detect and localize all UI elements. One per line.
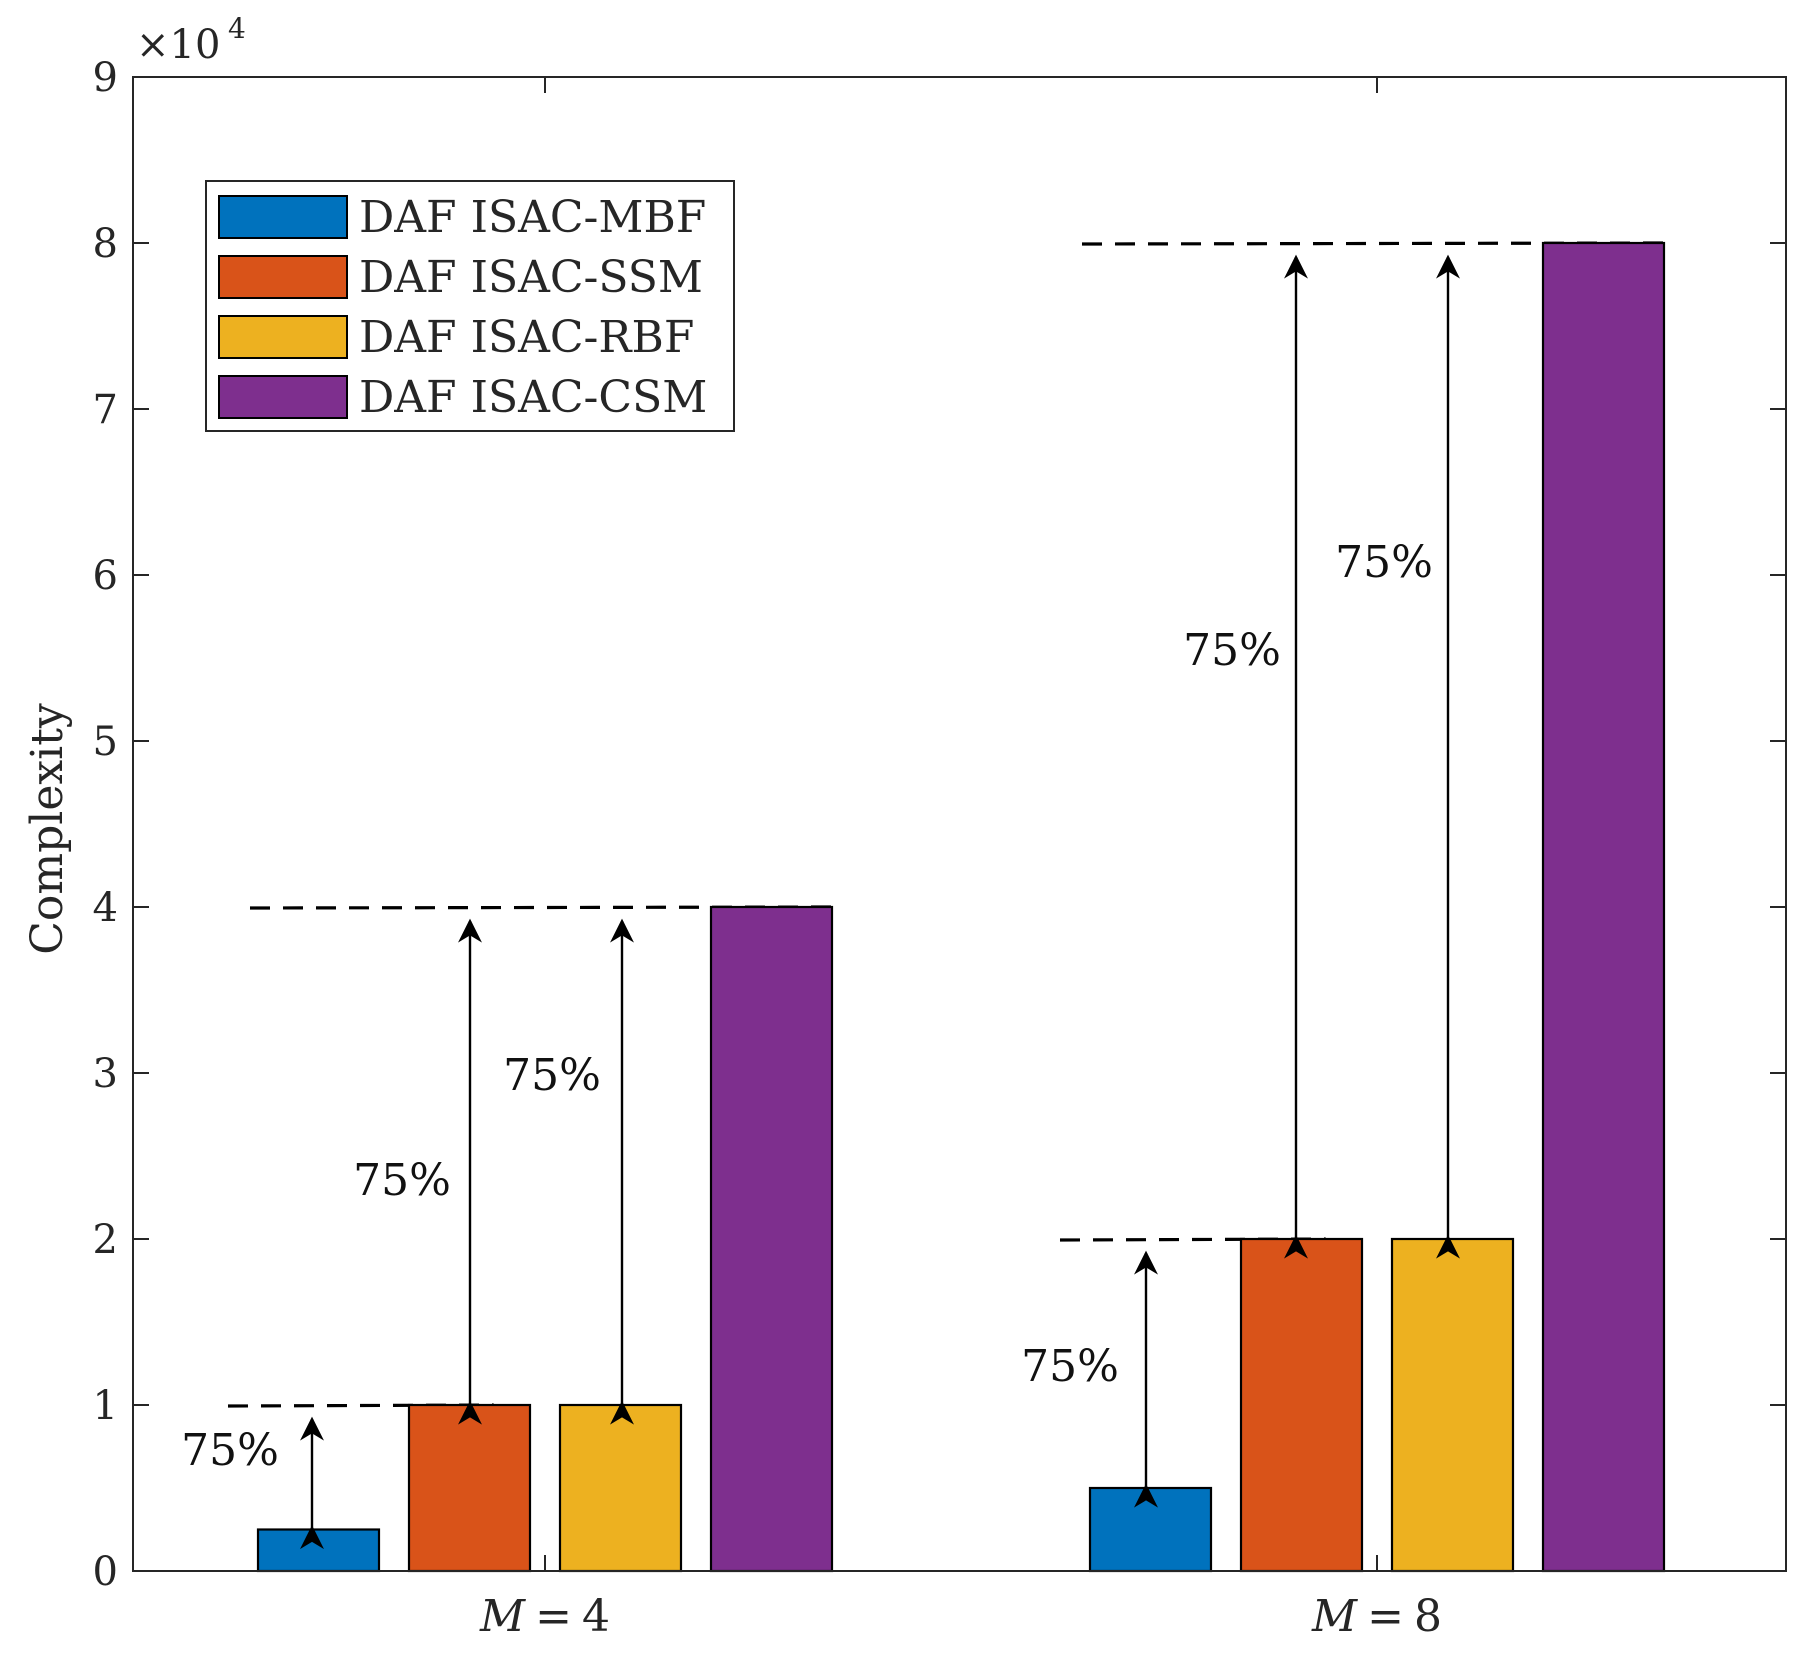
reference-dash-lines — [227, 241, 1665, 1408]
legend-label-2: DAF ISAC-RBF — [359, 312, 694, 363]
bar-daf-isac-ssm-cat1 — [1239, 1237, 1364, 1573]
y-exponent-power: 4 — [228, 12, 246, 45]
annotation-arrows: 75% 75% 75% 75% 75% 75% — [181, 254, 1460, 1550]
bar-daf-isac-mbf-cat0 — [256, 1528, 381, 1573]
y-exponent-label: ×10 — [136, 22, 220, 68]
legend-swatch-2 — [218, 315, 348, 359]
annotation-label-3: 75% — [1021, 1341, 1119, 1392]
legend-swatch-3 — [218, 375, 348, 419]
annotation-label-4: 75% — [1183, 625, 1281, 676]
annotation-label-1: 75% — [353, 1155, 451, 1206]
legend-swatch-0 — [218, 195, 348, 239]
plot-frame — [132, 76, 1787, 1572]
y-axis-label: Complexity — [22, 703, 73, 955]
y-tick-label-7: 7 — [93, 387, 118, 433]
bar-daf-isac-csm-cat0 — [709, 905, 834, 1573]
bar-daf-isac-rbf-cat0 — [558, 1403, 683, 1573]
bar-daf-isac-csm-cat1 — [1541, 241, 1666, 1573]
legend-label-1: DAF ISAC-SSM — [359, 252, 703, 303]
bar-daf-isac-rbf-cat1 — [1390, 1237, 1515, 1573]
y-tick-label-6: 6 — [93, 553, 118, 599]
y-tick-label-2: 2 — [93, 1217, 118, 1263]
y-tick-label-9: 9 — [93, 55, 118, 101]
x-category-label-1: M = 8 — [1311, 1591, 1442, 1642]
bar-daf-isac-mbf-cat1 — [1088, 1486, 1213, 1573]
y-tick-label-5: 5 — [93, 719, 118, 765]
dash-line-ssm-level-cat1 — [1059, 1237, 1326, 1242]
annotation-label-0: 75% — [181, 1425, 279, 1476]
y-tick-label-0: 0 — [93, 1549, 118, 1595]
legend: DAF ISAC-MBF DAF ISAC-SSM DAF ISAC-RBF DAF … — [205, 180, 735, 432]
y-tick-label-1: 1 — [93, 1383, 118, 1429]
legend-label-0: DAF ISAC-MBF — [359, 192, 706, 243]
x-category-label-0: M = 4 — [479, 1591, 610, 1642]
y-tick-label-8: 8 — [93, 221, 118, 267]
annotation-label-2: 75% — [503, 1050, 601, 1101]
legend-swatch-1 — [218, 255, 348, 299]
legend-label-3: DAF ISAC-CSM — [359, 372, 707, 423]
annotation-label-5: 75% — [1335, 537, 1433, 588]
bar-daf-isac-ssm-cat0 — [407, 1403, 532, 1573]
dash-line-ssm-level-cat0 — [227, 1403, 494, 1408]
y-tick-label-3: 3 — [93, 1051, 118, 1097]
y-tick-label-4: 4 — [93, 885, 118, 931]
